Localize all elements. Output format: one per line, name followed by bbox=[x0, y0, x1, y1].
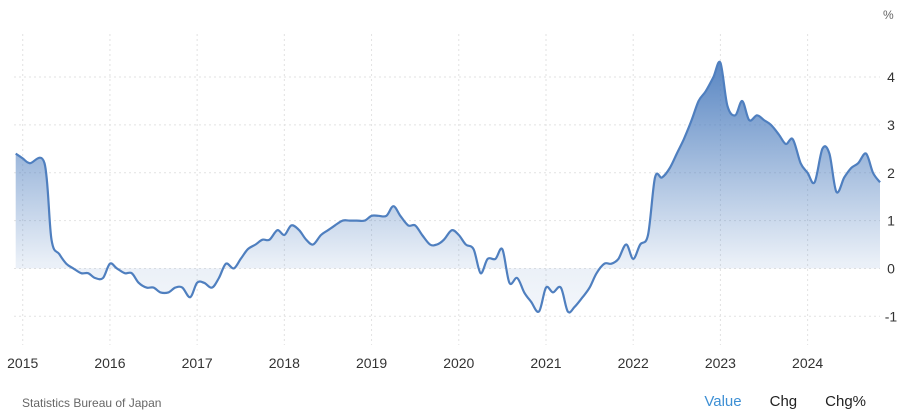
y-tick-label: 1 bbox=[887, 213, 895, 229]
x-tick-label: 2018 bbox=[269, 355, 300, 371]
x-axis: 2015 2016 2017 2018 2019 2020 2021 2022 2023 2024 bbox=[7, 355, 823, 371]
x-tick-label: 2017 bbox=[182, 355, 213, 371]
series-line bbox=[15, 60, 881, 314]
x-tick-label: 2021 bbox=[530, 355, 561, 371]
x-tick-label: 2016 bbox=[94, 355, 125, 371]
chart-svg: 2015 2016 2017 2018 2019 2020 2021 2022 2023 2024… bbox=[7, 8, 898, 371]
series-area-fill bbox=[15, 61, 880, 313]
change-percent-toggle[interactable]: Chg% bbox=[825, 393, 866, 410]
view-toggle-group: Value Chg Chg% bbox=[704, 393, 866, 410]
value-toggle[interactable]: Value bbox=[704, 393, 742, 410]
y-tick-label: 0 bbox=[887, 260, 895, 276]
y-tick-label: 4 bbox=[887, 69, 895, 85]
y-unit-label: % bbox=[883, 8, 894, 22]
x-tick-label: 2015 bbox=[7, 355, 38, 371]
series-area bbox=[15, 61, 880, 313]
y-axis: -1 0 1 2 3 4 bbox=[885, 69, 898, 324]
change-toggle[interactable]: Chg bbox=[769, 393, 798, 410]
x-tick-label: 2022 bbox=[618, 355, 649, 371]
x-tick-label: 2020 bbox=[443, 355, 474, 371]
series-line-path bbox=[15, 60, 881, 314]
x-tick-label: 2019 bbox=[356, 355, 387, 371]
y-tick-label: -1 bbox=[885, 308, 898, 324]
y-tick-label: 3 bbox=[887, 117, 895, 133]
x-tick-label: 2024 bbox=[792, 355, 823, 371]
x-tick-label: 2023 bbox=[705, 355, 736, 371]
source-label: Statistics Bureau of Japan bbox=[22, 396, 162, 410]
y-tick-label: 2 bbox=[887, 165, 895, 181]
